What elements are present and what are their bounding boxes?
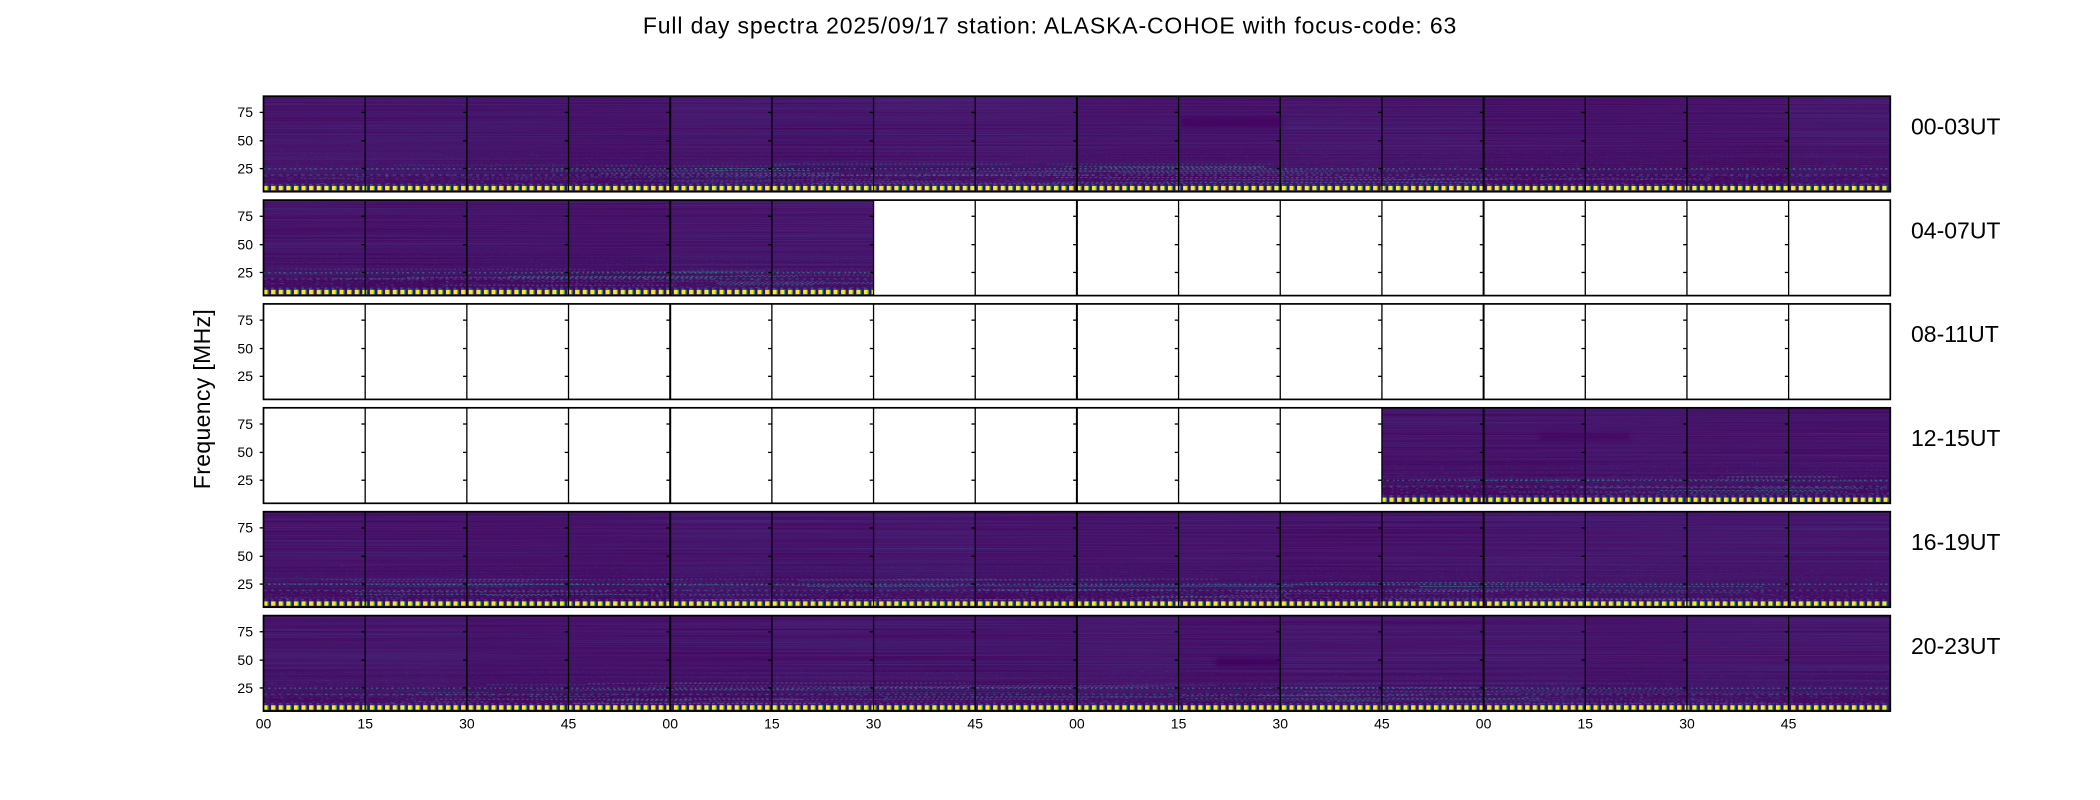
svg-text:Full day spectra 2025/09/17 st: Full day spectra 2025/09/17 station: ALA… [643, 13, 1457, 39]
svg-text:45: 45 [967, 716, 983, 732]
svg-text:12-15UT: 12-15UT [1911, 425, 2000, 451]
svg-text:30: 30 [459, 716, 475, 732]
svg-text:20-23UT: 20-23UT [1911, 633, 2000, 659]
svg-text:50: 50 [237, 444, 253, 460]
svg-text:00: 00 [256, 716, 272, 732]
svg-text:30: 30 [1679, 716, 1695, 732]
svg-text:50: 50 [237, 548, 253, 564]
svg-text:Frequency [MHz]: Frequency [MHz] [189, 309, 215, 489]
svg-text:50: 50 [237, 652, 253, 668]
svg-text:50: 50 [237, 237, 253, 253]
svg-text:08-11UT: 08-11UT [1911, 321, 1999, 347]
svg-text:15: 15 [1171, 716, 1187, 732]
svg-text:25: 25 [237, 368, 253, 384]
svg-text:30: 30 [866, 716, 882, 732]
svg-text:45: 45 [561, 716, 577, 732]
svg-text:25: 25 [237, 160, 253, 176]
svg-text:16-19UT: 16-19UT [1911, 529, 2000, 555]
svg-text:45: 45 [1781, 716, 1797, 732]
svg-text:25: 25 [237, 264, 253, 280]
svg-text:30: 30 [1272, 716, 1288, 732]
svg-text:75: 75 [237, 312, 253, 328]
svg-text:15: 15 [1578, 716, 1594, 732]
svg-text:15: 15 [357, 716, 373, 732]
svg-text:45: 45 [1374, 716, 1390, 732]
svg-text:50: 50 [237, 133, 253, 149]
svg-text:15: 15 [764, 716, 780, 732]
svg-text:75: 75 [237, 520, 253, 536]
svg-text:75: 75 [237, 208, 253, 224]
svg-text:00: 00 [1069, 716, 1085, 732]
svg-text:04-07UT: 04-07UT [1911, 217, 2000, 243]
svg-text:00-03UT: 00-03UT [1911, 113, 2000, 139]
svg-text:25: 25 [237, 680, 253, 696]
svg-text:75: 75 [237, 416, 253, 432]
svg-text:00: 00 [1476, 716, 1492, 732]
svg-text:00: 00 [662, 716, 678, 732]
svg-text:25: 25 [237, 576, 253, 592]
svg-text:25: 25 [237, 472, 253, 488]
svg-text:75: 75 [237, 624, 253, 640]
svg-text:75: 75 [237, 104, 253, 120]
svg-text:50: 50 [237, 340, 253, 356]
